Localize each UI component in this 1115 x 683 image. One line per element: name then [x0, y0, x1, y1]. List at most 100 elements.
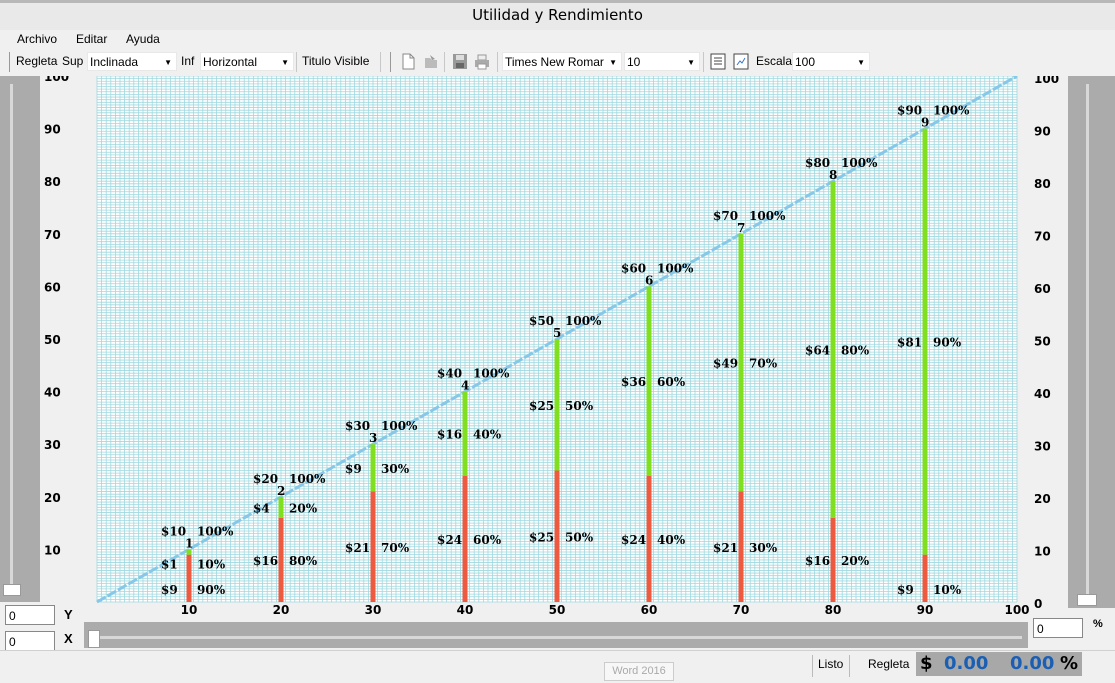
- y-input[interactable]: 0: [5, 605, 55, 625]
- x-axis-tick-label: 10: [181, 603, 198, 617]
- bar-top-money-label: $10: [161, 524, 186, 538]
- window-title: Utilidad y Rendimiento: [0, 0, 1115, 31]
- right-axis-tick-label: 100: [1034, 76, 1059, 86]
- bar-green-pct-label: 20%: [289, 501, 318, 515]
- bar-green-pct-label: 10%: [197, 558, 226, 572]
- bar-green-6[interactable]: [646, 286, 652, 476]
- scroll-thumb[interactable]: [1077, 594, 1097, 606]
- right-axis-tick-label: 20: [1034, 492, 1051, 506]
- bar-red-pct-label: 20%: [841, 554, 870, 568]
- bar-red-money-label: $21: [345, 541, 370, 555]
- x-axis-tick-label: 30: [365, 603, 382, 617]
- bar-red-5[interactable]: [554, 470, 560, 603]
- bar-red-money-label: $16: [253, 554, 278, 568]
- save-icon[interactable]: [452, 53, 468, 70]
- right-axis-tick-label: 50: [1034, 335, 1051, 349]
- font-name-select[interactable]: Times New Romar ▼: [502, 52, 622, 71]
- bar-green-2[interactable]: [278, 496, 284, 518]
- menu-ayuda[interactable]: Ayuda: [126, 32, 160, 46]
- bar-green-1[interactable]: [186, 549, 192, 555]
- bar-red-money-label: $16: [805, 554, 830, 568]
- word-tooltip: Word 2016: [604, 662, 674, 681]
- bar-red-4[interactable]: [462, 475, 468, 602]
- sup-label: Sup: [62, 54, 84, 68]
- bar-index-label: 3: [369, 431, 377, 445]
- chevron-down-icon: ▼: [857, 58, 865, 67]
- open-icon[interactable]: [423, 53, 439, 70]
- sup-select[interactable]: Inclinada ▼: [87, 52, 177, 71]
- x-axis-tick-label: 60: [641, 603, 658, 617]
- bar-green-9[interactable]: [922, 128, 928, 555]
- bar-green-3[interactable]: [370, 444, 376, 492]
- bar-index-label: 5: [553, 326, 561, 340]
- bar-green-8[interactable]: [830, 181, 836, 518]
- bar-green-money-label: $36: [621, 375, 646, 389]
- bar-green-pct-label: 60%: [657, 375, 686, 389]
- bar-red-2[interactable]: [278, 517, 284, 602]
- bar-index-label: 9: [921, 116, 929, 130]
- left-vertical-scrollbar[interactable]: [0, 76, 40, 602]
- bar-red-9[interactable]: [922, 554, 928, 602]
- x-label: X: [64, 631, 73, 646]
- toolbar-separator: [296, 52, 297, 72]
- bar-red-6[interactable]: [646, 475, 652, 602]
- bar-top-money-label: $50: [529, 314, 554, 328]
- bar-red-1[interactable]: [186, 554, 192, 602]
- x-axis-tick-label: 40: [457, 603, 474, 617]
- bar-green-pct-label: 40%: [473, 428, 502, 442]
- font-name-value: Times New Romar: [505, 55, 604, 69]
- left-axis-tick-label: 90: [44, 123, 61, 137]
- bar-top-money-label: $90: [897, 104, 922, 118]
- scroll-track: [92, 636, 1022, 639]
- chevron-down-icon: ▼: [687, 58, 695, 67]
- bar-top-pct-label: 100%: [565, 314, 602, 328]
- menu-editar[interactable]: Editar: [76, 32, 108, 46]
- bar-red-pct-label: 60%: [473, 533, 502, 547]
- status-separator: [849, 655, 850, 677]
- bar-red-money-label: $24: [437, 533, 462, 547]
- scroll-thumb[interactable]: [3, 584, 21, 596]
- toolbar: Regleta Sup Inclinada ▼ Inf Horizontal ▼…: [0, 50, 1115, 74]
- left-axis-tick-label: 60: [44, 280, 61, 294]
- new-document-icon[interactable]: [400, 53, 416, 70]
- list-icon[interactable]: [710, 53, 726, 70]
- right-axis-tick-label: 60: [1034, 282, 1051, 296]
- bar-green-4[interactable]: [462, 391, 468, 476]
- horizontal-scrollbar[interactable]: [84, 622, 1028, 648]
- right-axis-tick-label: 90: [1034, 125, 1051, 139]
- toolbar-separator: [703, 52, 704, 72]
- right-axis-tick-label: 70: [1034, 230, 1051, 244]
- bar-green-money-label: $1: [161, 558, 178, 572]
- bar-top-money-label: $80: [805, 156, 830, 170]
- right-vertical-scrollbar[interactable]: [1068, 76, 1115, 608]
- bar-green-pct-label: 90%: [933, 336, 962, 350]
- bar-top-pct-label: 100%: [197, 524, 234, 538]
- bar-green-pct-label: 70%: [749, 357, 778, 371]
- right-axis-tick-label: 10: [1034, 545, 1051, 559]
- escala-select[interactable]: 100 ▼: [792, 52, 870, 71]
- bar-green-7[interactable]: [738, 233, 744, 492]
- bar-red-pct-label: 50%: [565, 530, 594, 544]
- bar-red-8[interactable]: [830, 517, 836, 602]
- bar-green-5[interactable]: [554, 339, 560, 471]
- scroll-thumb[interactable]: [88, 630, 100, 648]
- menu-archivo[interactable]: Archivo: [17, 32, 58, 46]
- font-size-select[interactable]: 10 ▼: [624, 52, 700, 71]
- x-input[interactable]: 0: [5, 631, 55, 651]
- percent-label: %: [1093, 618, 1103, 630]
- inf-select[interactable]: Horizontal ▼: [200, 52, 294, 71]
- print-icon[interactable]: [474, 53, 490, 70]
- bar-green-money-label: $25: [529, 399, 554, 413]
- bar-top-money-label: $20: [253, 472, 278, 486]
- titulo-visible-button[interactable]: Titulo Visible: [302, 54, 370, 68]
- chevron-down-icon: ▼: [164, 58, 172, 67]
- chart-area[interactable]: $10 100% 1 $1 10% $9 90% $20 100% 2 $4 20% $16 80% $30…: [0, 76, 1068, 622]
- bar-top-money-label: $30: [345, 419, 370, 433]
- regleta-readout: $ 0.00 0.00 %: [916, 652, 1082, 676]
- x-axis-tick-label: 20: [273, 603, 290, 617]
- bar-red-7[interactable]: [738, 491, 744, 602]
- bar-red-3[interactable]: [370, 491, 376, 602]
- right-axis-tick-label: 30: [1034, 440, 1051, 454]
- percent-input[interactable]: 0: [1033, 618, 1083, 638]
- scale-icon[interactable]: [733, 53, 749, 70]
